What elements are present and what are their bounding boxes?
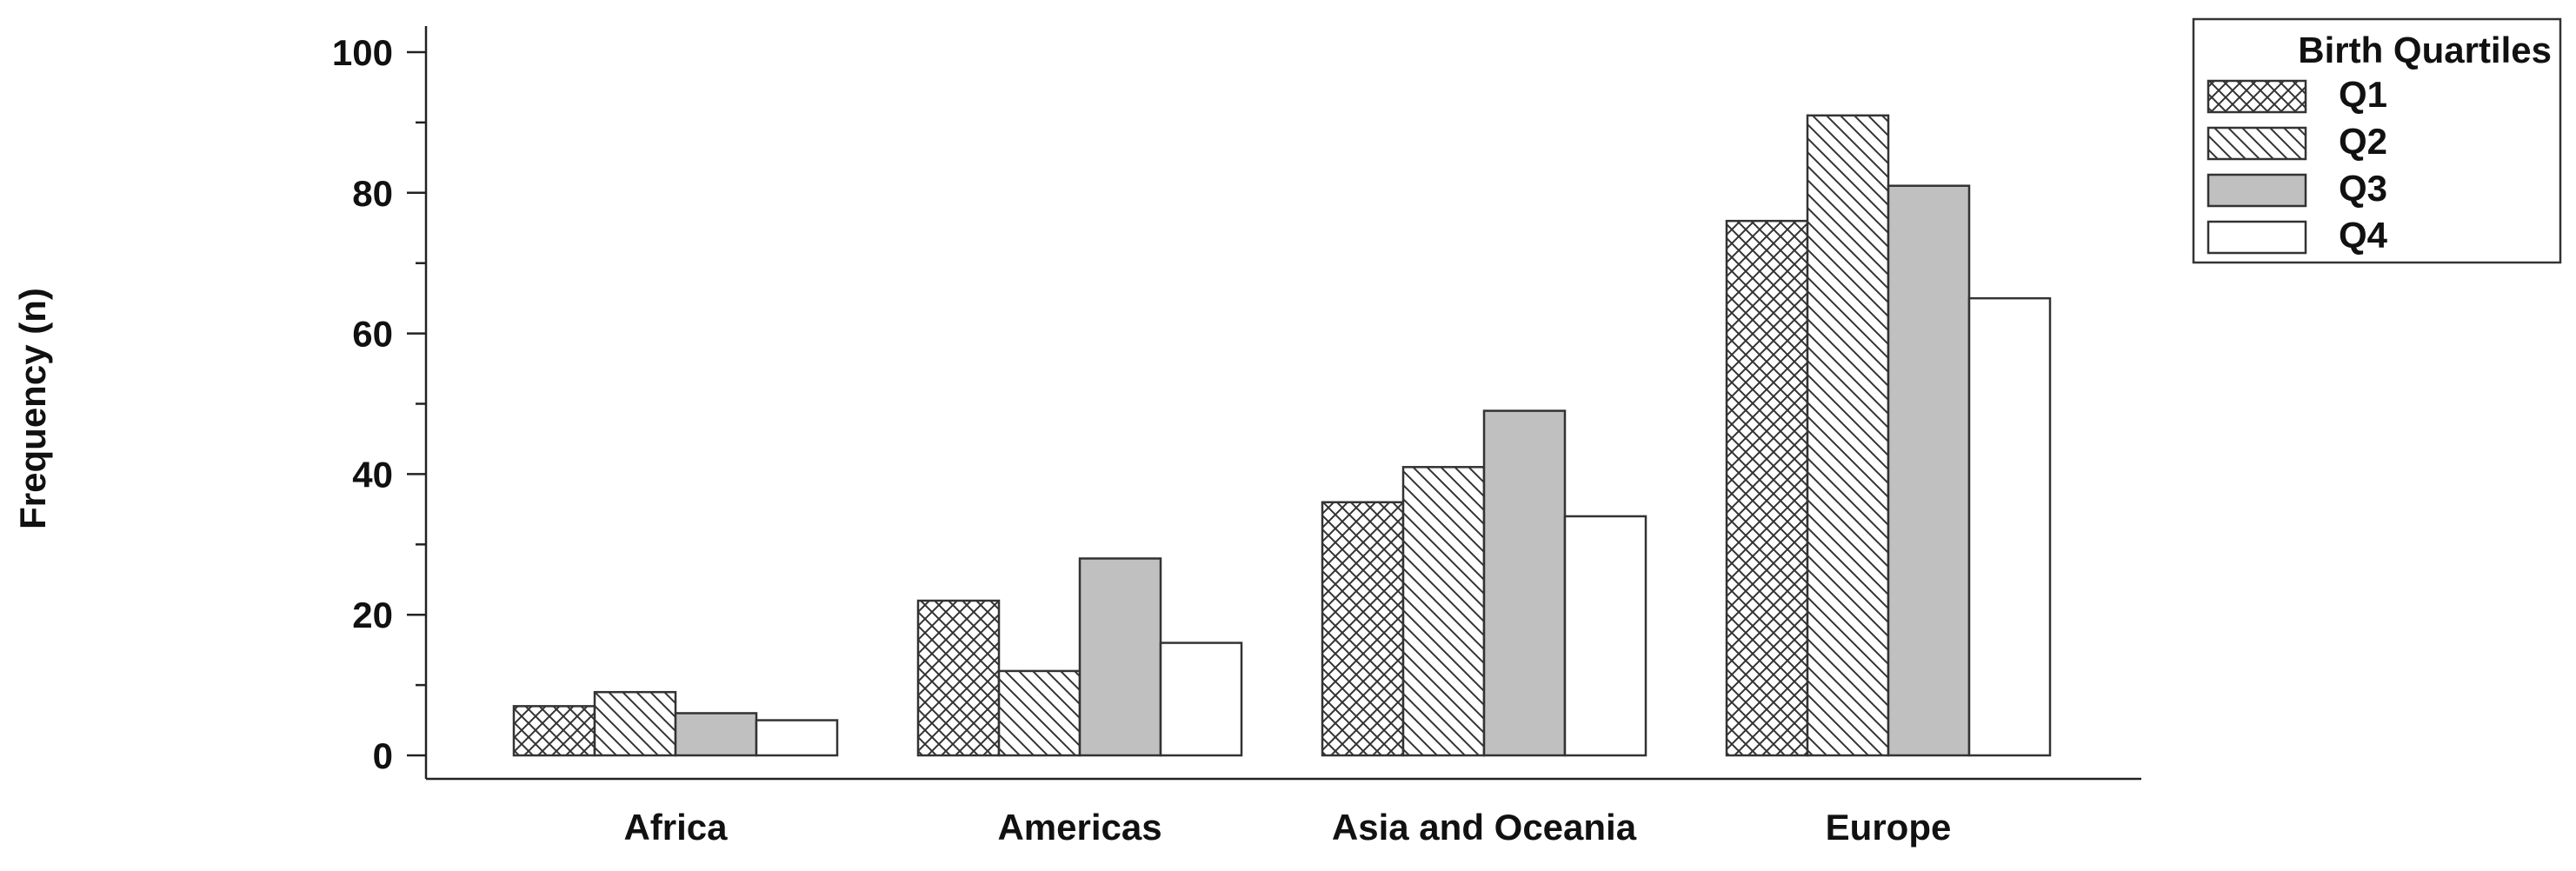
y-tick-label: 40 — [352, 454, 393, 495]
legend-swatch-q1 — [2207, 79, 2307, 114]
bar-q2-americas — [997, 669, 1082, 757]
bar-q2-europe — [1806, 114, 1890, 757]
legend-label-q4: Q4 — [2339, 215, 2388, 256]
bar-q4-asia-and-oceania — [1563, 515, 1647, 757]
bars — [512, 114, 2052, 757]
bar-q1-africa — [512, 705, 596, 757]
bar-q2-asia-and-oceania — [1401, 466, 1486, 757]
y-tick-label: 60 — [352, 314, 393, 355]
bar-q4-europe — [1967, 296, 2052, 757]
x-tick-label: Africa — [623, 807, 728, 848]
bar-q3-americas — [1078, 557, 1162, 757]
y-tick-label: 0 — [373, 735, 393, 776]
y-axis: 0 20 40 60 80 100 — [332, 26, 428, 779]
bar-q1-americas — [916, 599, 1001, 757]
bar-q3-africa — [674, 712, 758, 757]
legend-swatch-q2 — [2207, 126, 2307, 161]
y-tick-label: 80 — [352, 173, 393, 214]
bar-q1-europe — [1725, 219, 1809, 757]
legend-label-q1: Q1 — [2339, 74, 2387, 115]
y-tick-label: 20 — [352, 595, 393, 635]
y-tick-label: 100 — [332, 32, 393, 73]
bar-q2-africa — [593, 690, 677, 757]
x-tick-label: Asia and Oceania — [1332, 807, 1637, 848]
bar-q4-americas — [1159, 642, 1243, 757]
legend-title: Birth Quartiles — [2298, 30, 2552, 70]
legend-label-q2: Q2 — [2339, 121, 2387, 162]
legend-label-q3: Q3 — [2339, 168, 2387, 209]
x-axis: Africa Americas Asia and Oceania Europe — [426, 777, 2141, 848]
bar-q4-africa — [755, 719, 839, 757]
x-tick-label: Europe — [1826, 807, 1952, 848]
bar-q3-europe — [1887, 184, 1971, 757]
legend-swatch-q3 — [2207, 173, 2307, 208]
bar-q1-asia-and-oceania — [1321, 501, 1405, 757]
bar-q3-asia-and-oceania — [1482, 409, 1567, 757]
y-axis-title: Frequency (n) — [12, 288, 53, 529]
legend-swatch-q4 — [2207, 220, 2307, 255]
x-tick-label: Americas — [997, 807, 1162, 848]
legend: Birth Quartiles Q1 Q2 Q3 Q4 — [2192, 17, 2562, 264]
